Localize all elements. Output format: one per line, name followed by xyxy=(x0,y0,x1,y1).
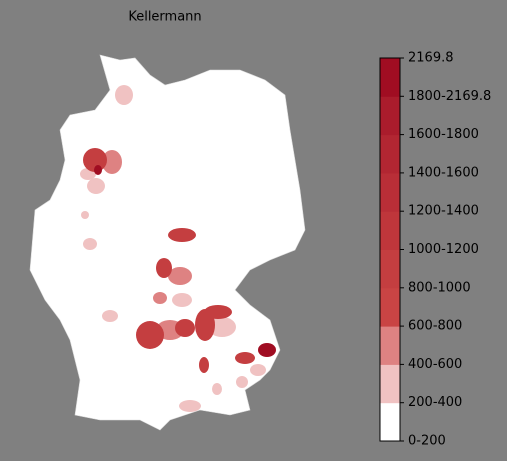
colorbar: 0-200 200-400 400-600 600-800 800-1000 1000-1… xyxy=(379,51,491,449)
region xyxy=(153,292,167,304)
colorbar-label: 1800-2169.8 xyxy=(408,89,491,104)
colorbar-label: 1600-1800 xyxy=(408,127,479,142)
colorbar-segment xyxy=(380,58,400,97)
colorbar-label: 800-1000 xyxy=(408,280,471,295)
colorbar-segment xyxy=(380,364,400,404)
region xyxy=(83,238,97,250)
region xyxy=(136,321,164,349)
colorbar-label: 1400-1600 xyxy=(408,165,479,180)
region xyxy=(204,305,232,319)
colorbar-label: 0-200 xyxy=(408,434,446,449)
colorbar-segment xyxy=(380,96,400,136)
map-title: Kellermann xyxy=(128,10,201,25)
region xyxy=(102,150,122,174)
region xyxy=(168,267,192,285)
region xyxy=(199,357,209,373)
region xyxy=(83,148,107,172)
region xyxy=(250,364,266,376)
darkest-regions xyxy=(94,165,276,357)
colorbar-segment xyxy=(380,402,400,442)
region xyxy=(212,383,222,395)
region xyxy=(115,85,133,105)
colorbar-segment xyxy=(380,287,400,327)
medium-regions xyxy=(102,150,192,340)
colorbar-segment xyxy=(380,172,400,212)
colorbar-segment xyxy=(380,249,400,289)
light-regions xyxy=(80,85,266,412)
colorbar-label: 1200-1400 xyxy=(408,204,479,219)
colorbar-segment xyxy=(380,211,400,250)
colorbar-label: 600-800 xyxy=(408,319,462,334)
region xyxy=(208,317,236,337)
region xyxy=(236,376,248,388)
region xyxy=(156,258,172,278)
germany-map xyxy=(29,54,306,431)
region xyxy=(81,211,89,219)
region xyxy=(94,165,102,175)
region xyxy=(235,352,255,364)
colorbar-segment xyxy=(380,326,400,365)
dark-regions xyxy=(83,148,255,373)
colorbar-label: 1000-1200 xyxy=(408,242,479,257)
colorbar-segment xyxy=(380,134,400,174)
colorbar-label: 2169.8 xyxy=(408,51,454,66)
region xyxy=(179,400,201,412)
region xyxy=(258,343,276,357)
colorbar-label: 400-600 xyxy=(408,357,462,372)
region xyxy=(175,319,195,337)
region xyxy=(102,310,118,322)
region xyxy=(172,293,192,307)
region xyxy=(168,228,196,242)
region xyxy=(87,178,105,194)
colorbar-label: 200-400 xyxy=(408,395,462,410)
